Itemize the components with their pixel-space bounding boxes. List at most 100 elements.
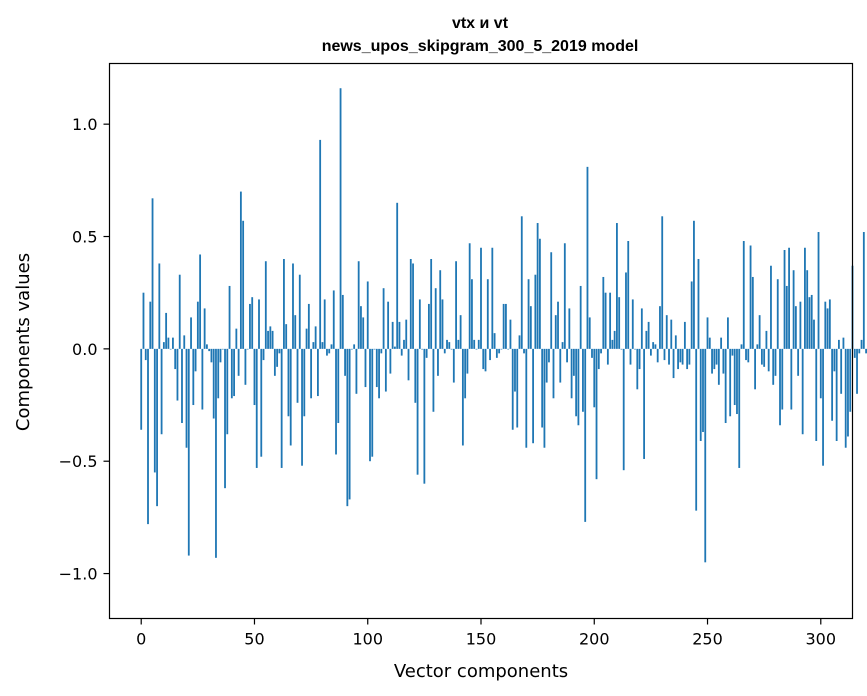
bar [849, 348, 852, 412]
bar [459, 315, 462, 349]
bar [165, 312, 168, 349]
bar [835, 348, 838, 441]
y-tick-label: 0.0 [72, 340, 97, 359]
bar [337, 348, 340, 424]
bar [688, 348, 691, 365]
bar [457, 339, 460, 349]
bar [749, 245, 752, 349]
bar [502, 303, 505, 349]
bar [559, 348, 562, 383]
bar [609, 292, 612, 349]
bar [267, 330, 269, 349]
bar [588, 317, 591, 349]
bar [169, 348, 172, 350]
bar [760, 348, 763, 365]
bar [595, 348, 598, 480]
bar [398, 321, 401, 349]
bar [498, 348, 501, 354]
bar [654, 344, 657, 349]
bar [681, 348, 684, 365]
bar [280, 348, 283, 468]
bar [461, 348, 464, 446]
bar [842, 337, 845, 349]
bar [348, 348, 351, 500]
bar [183, 335, 186, 349]
bar [742, 241, 745, 349]
bar [473, 339, 476, 349]
bar [215, 348, 217, 558]
y-tick-label: 0.5 [72, 228, 97, 247]
bar [178, 274, 181, 349]
bar [407, 348, 410, 381]
bar [747, 348, 750, 363]
bar [228, 285, 231, 349]
bar [285, 324, 288, 349]
bar [751, 276, 754, 349]
bar [534, 274, 537, 349]
bar [577, 348, 580, 426]
bar [582, 348, 584, 412]
bar [212, 348, 215, 419]
bar [715, 348, 718, 365]
bar [699, 348, 702, 441]
bar [414, 348, 417, 403]
bar [317, 348, 319, 397]
bar [847, 348, 849, 437]
bar [482, 348, 485, 370]
bar [683, 321, 686, 349]
chart-title-line1: vtx и vt [452, 15, 509, 32]
bar [278, 348, 281, 354]
bar [799, 301, 802, 349]
bar [745, 348, 747, 361]
bar [611, 339, 614, 349]
bar [713, 348, 716, 370]
bar [813, 319, 815, 349]
bar [396, 202, 399, 349]
bar [706, 317, 709, 349]
bar [693, 220, 695, 349]
bar [729, 348, 732, 417]
bar [722, 348, 725, 374]
bar [384, 348, 387, 392]
x-tick-label: 50 [244, 630, 264, 649]
bar [323, 299, 326, 349]
bar [194, 348, 197, 372]
bar [251, 297, 254, 349]
bar [720, 337, 723, 349]
bar [507, 348, 510, 350]
bar [808, 297, 811, 349]
bar [616, 223, 618, 349]
bar [314, 326, 317, 349]
bar [740, 344, 743, 349]
bar [466, 348, 469, 374]
bar [758, 315, 761, 349]
bar [643, 348, 645, 459]
x-axis-label: Vector components [394, 661, 568, 682]
bar [328, 348, 331, 354]
bar [350, 348, 353, 350]
bar [196, 301, 199, 349]
bar [480, 247, 482, 349]
bar [831, 348, 834, 421]
bar [638, 348, 641, 370]
bar [151, 198, 154, 349]
bar [187, 348, 190, 556]
bar-series [140, 88, 867, 563]
bar [382, 288, 385, 349]
bar [520, 216, 523, 349]
bar [185, 348, 188, 448]
bar [206, 344, 208, 349]
bar [294, 315, 297, 349]
bar [557, 301, 559, 349]
bar [817, 232, 820, 349]
bar [627, 241, 630, 349]
bar [287, 348, 290, 417]
bar [258, 299, 260, 349]
bar [575, 348, 578, 417]
bar [736, 348, 738, 415]
bar [271, 330, 274, 349]
bar [670, 319, 673, 349]
bar [409, 258, 412, 349]
bar [801, 348, 804, 435]
bar [634, 348, 636, 350]
